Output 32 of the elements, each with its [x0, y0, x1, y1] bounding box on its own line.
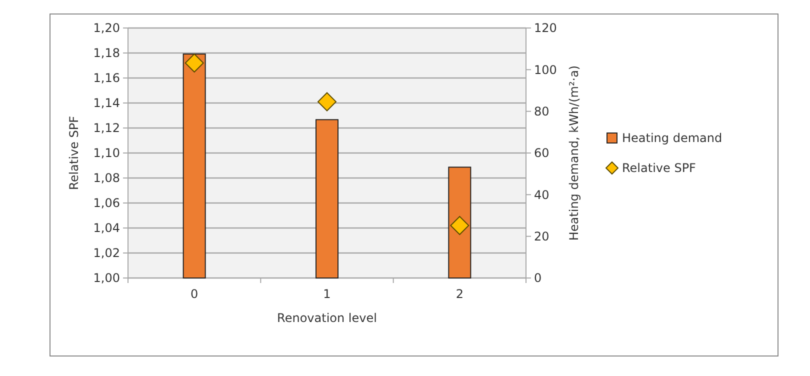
- bar: [316, 119, 338, 278]
- y2-tick-label: 20: [534, 230, 550, 244]
- point: [450, 216, 470, 235]
- y2-tick-label: 0: [534, 271, 542, 286]
- y-tick-label: 1,00: [93, 271, 120, 286]
- y2-tick-label: 120: [534, 21, 557, 36]
- point: [184, 54, 204, 72]
- bar: [182, 54, 206, 278]
- y2-tick-label: 60: [534, 146, 550, 160]
- y-tick-label: 1,08: [93, 171, 120, 186]
- y-tick-label: 1,20: [93, 21, 120, 36]
- legend-label: Heating demand: [622, 131, 722, 146]
- x-tick-label: 1: [323, 287, 331, 301]
- y-tick-label: 1,04: [93, 221, 120, 236]
- y-tick-label: 1,14: [93, 96, 120, 110]
- bar: [448, 166, 472, 278]
- y2-axis-title: Heating demand, kWh/(m²·a): [567, 65, 581, 241]
- x-tick-label: 0: [190, 287, 198, 301]
- x-axis-title: Renovation level: [277, 311, 377, 325]
- point: [318, 92, 336, 112]
- y-tick-label: 1,18: [93, 46, 120, 60]
- y2-tick-label: 80: [534, 104, 550, 119]
- y-tick-label: 1,06: [93, 196, 120, 210]
- y2-tick-label: 40: [534, 188, 550, 202]
- x-tick-label: 2: [456, 287, 464, 301]
- y2-tick-label: 100: [534, 62, 557, 77]
- y-tick-label: 1,16: [93, 71, 120, 86]
- y-tick-label: 1,02: [93, 246, 120, 260]
- y-axis-title: Relative SPF: [67, 116, 81, 190]
- y-tick-label: 1,10: [93, 146, 120, 160]
- legend-label: Relative SPF: [622, 161, 696, 176]
- y-tick-label: 1,12: [93, 121, 120, 136]
